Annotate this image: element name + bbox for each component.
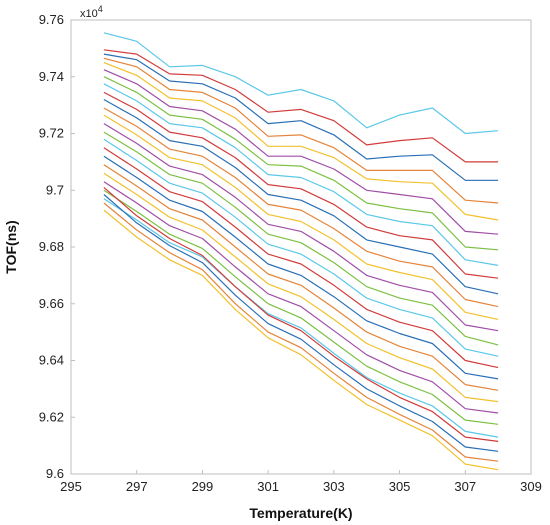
y-tick-label: 9.62: [39, 409, 64, 424]
series-line-8: [103, 83, 499, 266]
series-line-17: [103, 155, 499, 380]
series-line-11: [103, 107, 499, 308]
y-tick-label: 9.74: [39, 69, 64, 84]
series-line-19: [103, 172, 499, 403]
series-line-16: [103, 147, 499, 369]
series-line-7: [103, 76, 499, 251]
series-line-13: [103, 123, 499, 332]
x-tick-label: 299: [192, 479, 214, 494]
y-tick-label: 9.66: [39, 296, 64, 311]
series-line-22: [103, 198, 499, 438]
series-line-25: [103, 202, 499, 462]
y-tick-label: 9.68: [39, 239, 64, 254]
series-line-4: [103, 57, 499, 204]
series-line-24: [103, 194, 499, 452]
y-tick-label: 9.7: [46, 182, 64, 197]
y-axis-ticks: 9.6 9.62 9.64 9.66 9.68 9.7 9.72 9.74 9.76: [39, 12, 75, 481]
series-line-2: [103, 49, 499, 163]
y-tick-label: 9.6: [46, 466, 64, 481]
x-tick-label: 295: [60, 479, 82, 494]
y-axis-title: TOF(ns): [3, 220, 19, 273]
series-line-23: [103, 186, 499, 442]
x-tick-label: 305: [389, 479, 411, 494]
y-multiplier-exponent: 4: [98, 4, 103, 14]
series-line-6: [103, 69, 499, 235]
x-tick-label: 303: [323, 479, 345, 494]
series-line-26: [103, 209, 499, 471]
y-multiplier-base: x10: [80, 8, 98, 20]
series-line-21: [103, 189, 499, 425]
y-tick-label: 9.72: [39, 126, 64, 141]
series-line-15: [103, 138, 499, 357]
y-tick-label: 9.76: [39, 12, 64, 27]
y-tick-label: 9.64: [39, 353, 64, 368]
y-axis-multiplier: x104: [80, 4, 103, 20]
series-lines: [103, 32, 499, 471]
series-line-18: [103, 164, 499, 391]
series-line-5: [103, 62, 499, 221]
x-tick-label: 309: [520, 479, 542, 494]
x-tick-label: 297: [126, 479, 148, 494]
x-axis-title: Temperature(K): [249, 505, 352, 521]
series-line-10: [103, 98, 499, 295]
series-line-12: [103, 114, 499, 320]
series-line-9: [103, 91, 499, 279]
x-tick-label: 301: [257, 479, 279, 494]
series-line-1: [103, 32, 499, 135]
series-line-3: [103, 53, 499, 181]
series-line-14: [103, 131, 499, 346]
x-axis-ticks: 295 297 299 301 303 305 307 309: [60, 470, 542, 494]
series-line-20: [103, 181, 499, 414]
plot-area-frame: [70, 19, 532, 475]
x-tick-label: 307: [454, 479, 476, 494]
